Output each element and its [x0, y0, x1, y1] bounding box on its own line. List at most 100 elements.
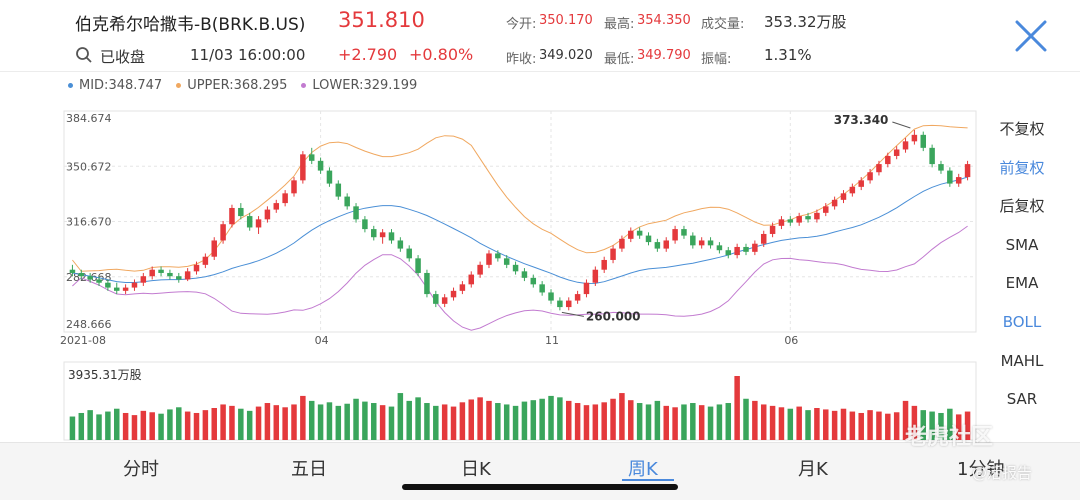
y-tick-label: 384.674 — [66, 112, 112, 125]
menu-backward-adjust[interactable]: 后复权 — [999, 197, 1045, 216]
volume-bar-up — [379, 405, 386, 440]
candle-down — [645, 235, 652, 243]
volume-bar-up — [840, 408, 847, 440]
volume-bar-down — [947, 408, 953, 440]
menu-sma[interactable]: SMA — [1005, 235, 1039, 254]
candle-up — [619, 238, 625, 249]
volume-bar-up — [264, 403, 271, 440]
last-price: 351.810 — [338, 8, 425, 32]
volume-bar-down — [548, 395, 554, 440]
candle-down — [530, 277, 537, 285]
candle-up — [885, 155, 891, 165]
tab-weekly[interactable]: 周K — [628, 459, 658, 480]
candle-down — [938, 164, 944, 171]
candle-down — [548, 292, 554, 301]
candle-up — [273, 203, 280, 210]
candle-up — [211, 240, 217, 257]
home-indicator[interactable] — [402, 484, 678, 490]
candle-up — [291, 180, 297, 194]
tab-one-minute[interactable]: 1分钟 — [957, 459, 1005, 480]
candle-up — [858, 180, 864, 187]
menu-mahl[interactable]: MAHL — [1000, 351, 1044, 370]
tab-intraday[interactable]: 分时 — [123, 459, 159, 480]
y-tick-label: 248.666 — [66, 318, 112, 331]
candle-up — [698, 240, 705, 246]
max-price-annotation: 373.340 — [834, 113, 889, 127]
menu-boll[interactable]: BOLL — [1002, 312, 1042, 331]
candle-down — [495, 253, 501, 259]
volume-bar-up — [202, 410, 209, 440]
search-icon[interactable] — [75, 46, 93, 64]
candle-up — [610, 248, 616, 260]
candle-up — [184, 271, 191, 280]
price-change: +2.790 — [338, 45, 398, 64]
volume-bar-down — [78, 412, 85, 440]
open-label: 今开: — [506, 17, 537, 32]
volume-bar-up — [592, 404, 599, 440]
volume-label: 成交量: — [701, 17, 745, 32]
candle-up — [814, 212, 820, 220]
candle-down — [636, 230, 643, 236]
candle-up — [583, 282, 590, 295]
volume-bar-down — [397, 393, 404, 440]
volume-plot-frame — [63, 361, 977, 441]
menu-forward-adjust[interactable]: 前复权 — [999, 158, 1045, 177]
volume-bar-up — [459, 402, 466, 440]
candle-up — [796, 216, 802, 223]
candle-down — [415, 258, 421, 273]
volume-bar-up — [672, 407, 678, 440]
volume-bar-down — [158, 413, 164, 440]
high-label: 最高: — [604, 17, 635, 32]
tab-five-day[interactable]: 五日 — [291, 459, 327, 480]
candle-up — [149, 269, 155, 277]
candle-down — [787, 219, 794, 223]
candle-up — [831, 199, 838, 207]
candle-down — [344, 196, 350, 207]
candle-up — [760, 233, 767, 244]
volume-bar-up — [291, 404, 297, 440]
min-price-annotation: 260.000 — [586, 309, 641, 323]
volume-bar-up — [450, 406, 457, 440]
volume-bar-down — [716, 404, 723, 440]
candle-down — [238, 207, 244, 217]
volume-bar-down — [167, 409, 173, 440]
candle-down — [521, 271, 528, 278]
volume-bar-down — [415, 397, 421, 440]
candle-down — [424, 272, 430, 295]
volume-bar-down — [113, 408, 120, 440]
candle-down — [317, 160, 324, 171]
candle-up — [867, 172, 873, 181]
volume-bar-down — [344, 403, 350, 440]
candle-down — [113, 287, 120, 291]
volume-bar-up — [902, 400, 909, 440]
legend-lower: LOWER:329.199 — [301, 78, 417, 93]
tab-monthly[interactable]: 月K — [798, 459, 828, 480]
candle-down — [87, 276, 93, 280]
menu-ema[interactable]: EMA — [1005, 274, 1039, 293]
stock-title: 伯克希尔哈撒韦-B(BRK.B.US) — [75, 15, 306, 35]
volume-bar-down — [317, 404, 324, 440]
close-icon[interactable] — [1012, 17, 1050, 55]
volume-bar-down — [362, 401, 368, 440]
menu-sar[interactable]: SAR — [1006, 390, 1038, 409]
volume-bar-down — [557, 397, 563, 440]
kline-chart[interactable]: 384.674350.672316.670282.668248.6662021-… — [0, 100, 980, 445]
volume-bar-up — [601, 402, 607, 440]
candle-up — [202, 256, 209, 265]
period-tabbar: 分时 五日 日K 周K 月K 1分钟 — [0, 442, 1080, 500]
volume-bar-down — [530, 400, 537, 440]
volume-bar-down — [371, 403, 377, 440]
candle-up — [477, 264, 483, 275]
volume-bar-up — [583, 405, 590, 440]
volume-bar-down — [335, 405, 342, 440]
candle-down — [707, 240, 714, 246]
menu-no-adjust[interactable]: 不复权 — [999, 120, 1045, 138]
volume-bar-up — [140, 410, 147, 440]
candle-down — [690, 235, 696, 246]
candle-up — [601, 259, 607, 270]
candle-down — [805, 216, 811, 220]
x-tick-label: 06 — [784, 334, 798, 347]
tab-daily[interactable]: 日K — [461, 459, 491, 480]
candle-up — [282, 193, 288, 204]
legend-upper: UPPER:368.295 — [176, 78, 287, 93]
